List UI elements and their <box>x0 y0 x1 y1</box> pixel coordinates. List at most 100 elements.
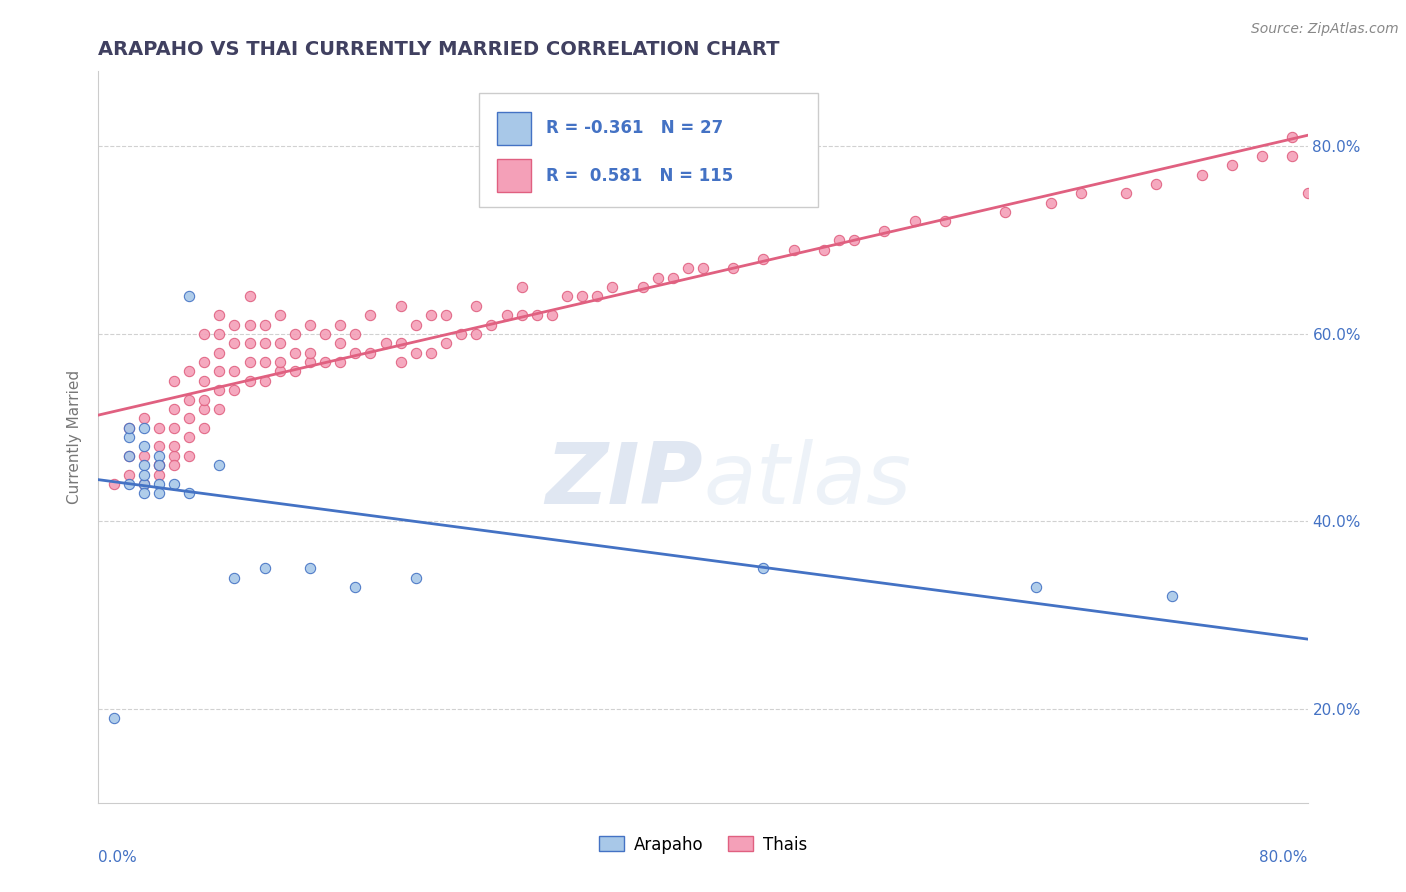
Point <box>1160 590 1182 604</box>
Point <box>239 355 262 369</box>
Point <box>284 326 307 341</box>
Point <box>269 336 291 351</box>
Point <box>239 374 262 388</box>
Text: 80.0%: 80.0% <box>1260 850 1308 865</box>
Point <box>1115 186 1137 201</box>
Point <box>163 374 186 388</box>
Point <box>163 458 186 473</box>
Point <box>132 449 155 463</box>
Point <box>434 308 457 322</box>
Point <box>208 458 231 473</box>
Point <box>752 561 775 575</box>
Point <box>148 458 170 473</box>
Point <box>193 420 215 434</box>
Point <box>163 401 186 416</box>
Point <box>571 289 593 303</box>
Point <box>208 308 231 322</box>
Point <box>783 243 806 257</box>
Point <box>132 458 155 473</box>
Point <box>405 345 427 359</box>
Point <box>179 392 201 407</box>
Point <box>118 477 141 491</box>
Point <box>239 336 262 351</box>
Point <box>253 355 276 369</box>
Legend: Arapaho, Thais: Arapaho, Thais <box>592 829 814 860</box>
Point <box>299 345 322 359</box>
Point <box>224 318 246 332</box>
Point <box>179 289 201 303</box>
Point <box>269 364 291 378</box>
Point <box>526 308 548 322</box>
Point <box>148 486 170 500</box>
Point <box>299 561 322 575</box>
Point <box>163 449 186 463</box>
Point <box>179 486 201 500</box>
Point <box>828 233 851 247</box>
Point <box>148 477 170 491</box>
Point <box>224 571 246 585</box>
Point <box>132 486 155 500</box>
Point <box>208 345 231 359</box>
Point <box>374 336 396 351</box>
Point <box>269 308 291 322</box>
Text: R = -0.361   N = 27: R = -0.361 N = 27 <box>546 119 723 137</box>
Point <box>329 318 352 332</box>
Point <box>813 243 835 257</box>
Point <box>465 299 488 313</box>
Point <box>179 364 201 378</box>
Point <box>389 336 412 351</box>
Point <box>510 308 533 322</box>
Point <box>193 355 215 369</box>
Point <box>148 458 170 473</box>
Point <box>481 318 503 332</box>
Point <box>148 449 170 463</box>
Point <box>118 449 141 463</box>
Point <box>1144 177 1167 191</box>
Point <box>224 336 246 351</box>
Bar <box>498 112 531 145</box>
Point <box>193 392 215 407</box>
Point <box>420 345 443 359</box>
Point <box>1251 149 1274 163</box>
Point <box>344 326 367 341</box>
Text: atlas: atlas <box>703 440 911 523</box>
Point <box>752 252 775 266</box>
Point <box>208 364 231 378</box>
Bar <box>479 94 818 207</box>
Point <box>299 318 322 332</box>
Point <box>647 270 669 285</box>
Point <box>314 326 336 341</box>
Point <box>118 467 141 482</box>
Point <box>224 364 246 378</box>
Text: R =  0.581   N = 115: R = 0.581 N = 115 <box>546 167 733 185</box>
Point <box>329 336 352 351</box>
Point <box>1220 158 1243 172</box>
Point <box>904 214 927 228</box>
Point <box>163 420 186 434</box>
Point <box>163 477 186 491</box>
Point <box>405 571 427 585</box>
Point <box>1281 130 1303 145</box>
Point <box>132 467 155 482</box>
Point <box>602 280 624 294</box>
Point <box>994 205 1017 219</box>
Point <box>208 401 231 416</box>
Point <box>163 440 186 454</box>
Point <box>1296 186 1319 201</box>
Point <box>405 318 427 332</box>
Text: 0.0%: 0.0% <box>98 850 138 865</box>
Point <box>132 477 155 491</box>
Point <box>465 326 488 341</box>
Point <box>193 374 215 388</box>
Point <box>344 580 367 594</box>
Point <box>132 440 155 454</box>
Point <box>389 299 412 313</box>
Point <box>179 449 201 463</box>
Point <box>360 345 382 359</box>
Point <box>253 374 276 388</box>
Point <box>389 355 412 369</box>
Point <box>1191 168 1213 182</box>
Point <box>1281 149 1303 163</box>
Point <box>208 326 231 341</box>
Point <box>329 355 352 369</box>
